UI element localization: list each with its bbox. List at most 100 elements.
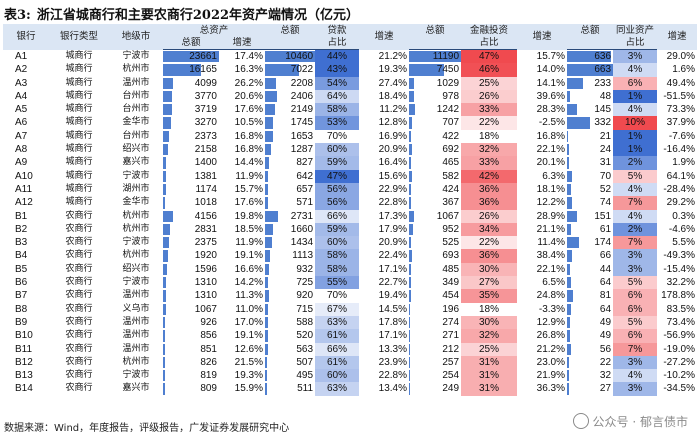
fin-inv-amount: 424	[409, 183, 461, 196]
fin-inv-growth: 24.8%	[536, 290, 566, 302]
interbank-amount-value: 233	[594, 77, 612, 89]
interbank-amount: 48	[567, 90, 613, 103]
fin-inv-growth: 23.0%	[536, 356, 566, 368]
total-assets-value: 1018	[194, 197, 217, 209]
interbank-growth: 1.9%	[672, 157, 696, 169]
loans-amount: 520	[265, 329, 315, 342]
interbank-growth: 29.2%	[666, 197, 696, 209]
interbank-amount: 66	[567, 249, 613, 262]
loans-amount-value: 1653	[290, 130, 314, 142]
loans-growth: 20.9%	[378, 144, 408, 156]
bank-type: 农商行	[65, 343, 93, 354]
interbank-amount: 663	[567, 63, 614, 76]
interbank-amount: 636	[567, 50, 613, 64]
loans-growth: 19.4%	[378, 290, 408, 302]
fin-inv-growth: 14.0%	[536, 64, 566, 76]
loans-amount-bar	[265, 183, 269, 196]
fin-inv-growth: 21.2%	[536, 343, 566, 355]
interbank-amount-bar	[567, 290, 573, 302]
fin-inv-ratio: 36%	[461, 182, 518, 197]
interbank-amount: 64	[567, 303, 613, 316]
fin-inv-amount-bar	[409, 77, 414, 89]
fin-inv-growth: 15.7%	[536, 50, 566, 62]
loans-growth: 19.3%	[378, 64, 408, 76]
table-row: A9 城商行 嘉兴市 1400 14.4% 827 59% 16.4% 465 33% 20.1% 3…	[3, 156, 697, 170]
interbank-amount-bar	[567, 64, 614, 76]
fin-inv-growth: 39.6%	[536, 90, 566, 102]
fin-inv-amount: 7450	[409, 63, 461, 76]
loans-ratio: 44%	[315, 49, 360, 64]
total-assets-growth: 21.5%	[234, 356, 264, 368]
bank-type: 农商行	[65, 250, 93, 261]
interbank-growth: -10.2%	[663, 370, 696, 382]
header-bank: 银行	[3, 24, 49, 50]
bank-name: B10	[15, 330, 33, 342]
interbank-amount-bar	[567, 197, 573, 209]
interbank-growth: -27.2%	[663, 356, 696, 368]
loans-amount-value: 588	[296, 316, 314, 328]
total-assets: 3770	[163, 90, 219, 103]
loans-growth: 15.6%	[378, 170, 408, 182]
table-row: A8 城商行 绍兴市 2158 16.8% 1287 60% 20.9% 692 32% 22.1%…	[3, 143, 697, 157]
table-row: A10 城商行 宁波市 1381 11.9% 642 47% 15.6% 582 42% 6.3% 7…	[3, 169, 697, 183]
bank-name: A12	[15, 197, 33, 209]
fin-inv-ratio: 36%	[461, 249, 518, 263]
interbank-amount-bar	[567, 356, 569, 369]
interbank-amount: 151	[567, 210, 613, 223]
table-row: B14 农商行 嘉兴市 809 15.9% 511 63% 13.4% 249 31% 36.3% 2…	[3, 382, 697, 396]
interbank-growth: 37.9%	[666, 117, 696, 129]
loans-amount: 2731	[265, 210, 315, 223]
loans-amount: 1653	[265, 130, 315, 143]
header-loans-amount: 总额	[265, 24, 316, 37]
fin-inv-ratio: 32%	[461, 329, 518, 343]
fin-inv-growth: 6.5%	[542, 277, 566, 289]
interbank-amount-value: 22	[599, 356, 612, 368]
fin-inv-growth: 28.3%	[536, 104, 566, 116]
total-assets-growth: 10.5%	[234, 117, 264, 129]
table-row: A3 城商行 温州市 4099 26.2% 2208 54% 27.4% 1029 25% 14.1…	[3, 76, 697, 90]
bank-city: 金华市	[122, 117, 150, 128]
total-assets-growth: 14.4%	[234, 157, 264, 169]
interbank-growth: 5.5%	[672, 237, 696, 249]
loans-amount-bar	[265, 90, 277, 103]
interbank-growth: -49.3%	[663, 250, 696, 262]
loans-growth: 17.9%	[378, 223, 408, 235]
table-row: A7 城商行 台州市 2373 16.8% 1653 70% 16.9% 422 18% 16.8%…	[3, 129, 697, 144]
loans-ratio: 66%	[315, 342, 360, 356]
fin-inv-amount: 212	[409, 343, 461, 356]
interbank-growth: -16.4%	[663, 144, 696, 156]
interbank-amount-value: 174	[594, 237, 612, 249]
fin-inv-amount-value: 454	[442, 290, 460, 302]
interbank-growth: -34.5%	[663, 383, 696, 395]
interbank-ratio: 2%	[613, 156, 658, 170]
interbank-growth: -15.4%	[663, 263, 696, 275]
interbank-amount-value: 21	[599, 130, 612, 142]
interbank-amount-value: 663	[594, 64, 612, 76]
total-assets-growth: 19.1%	[234, 250, 264, 262]
loans-growth: 20.9%	[378, 237, 408, 249]
interbank-amount: 27	[567, 382, 613, 395]
interbank-amount-bar	[567, 77, 584, 89]
fin-inv-amount-bar	[409, 263, 412, 276]
fin-inv-ratio: 31%	[461, 355, 518, 370]
interbank-ratio: 3%	[613, 262, 658, 277]
bank-name: A7	[15, 130, 28, 142]
fin-inv-amount-value: 693	[442, 250, 460, 262]
fin-inv-ratio: 42%	[461, 169, 518, 183]
table-title-text: 浙江省城商行和主要农商行2022年资产端情况（亿元）	[36, 8, 360, 23]
total-assets: 856	[163, 329, 219, 342]
loans-amount-value: 725	[296, 277, 314, 289]
loans-ratio: 53%	[315, 116, 360, 130]
fin-inv-amount: 582	[409, 170, 461, 183]
fin-inv-amount-value: 424	[442, 183, 460, 195]
loans-growth: 17.8%	[378, 316, 408, 328]
fin-inv-amount-value: 11190	[432, 51, 460, 62]
bank-type: 城商行	[65, 144, 93, 155]
fin-inv-amount-bar	[409, 183, 411, 196]
table-row: B13 农商行 宁波市 819 19.3% 495 60% 22.8% 254 31% 21.9% 3…	[3, 369, 697, 383]
bank-city: 湖州市	[122, 183, 150, 194]
bank-type: 城商行	[65, 64, 93, 75]
total-assets-bar	[163, 77, 173, 89]
interbank-amount: 174	[567, 236, 613, 249]
fin-inv-ratio: 33%	[461, 103, 518, 117]
